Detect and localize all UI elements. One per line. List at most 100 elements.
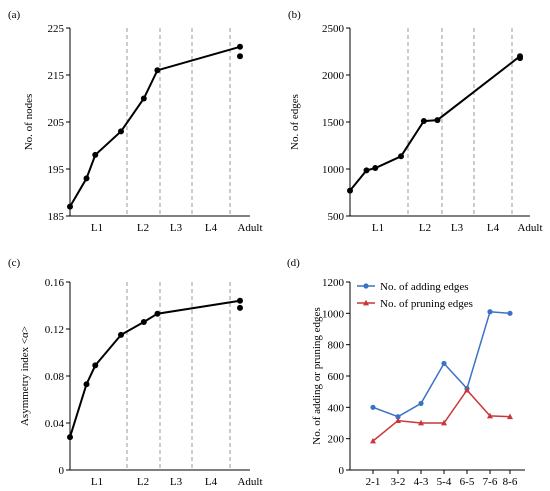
y-tick-label: 0.08	[45, 371, 65, 383]
series-2-point-7	[507, 413, 513, 420]
data-point-1	[67, 434, 73, 441]
data-point-3	[92, 362, 99, 369]
y-tick-label: 195	[48, 164, 65, 176]
y-tick-label: 200	[328, 434, 345, 446]
y-tick-label: 0.12	[45, 324, 64, 336]
y-tick-label: 205	[48, 117, 65, 129]
y-tick-label: 600	[328, 371, 345, 383]
x-tick-label-3-2: 3-2	[391, 476, 406, 488]
data-point-1	[67, 203, 73, 210]
y-tick-label: 2000	[322, 70, 345, 82]
stage-label-l4: L4	[205, 476, 218, 488]
y-tick-label: 0	[59, 465, 65, 477]
panel-tag: (a)	[8, 9, 21, 21]
y-tick-label: 500	[328, 211, 345, 223]
chart-panel-3: (c) 0 0.04 0.08 0.12 0.16 Asymmetry index <α> L…	[8, 257, 263, 488]
y-tick-label: 185	[48, 211, 65, 223]
series-2-point-4	[441, 419, 447, 426]
panel-tag: (c)	[8, 257, 21, 269]
series-2-point-3	[418, 419, 424, 426]
stage-label-l4: L4	[487, 222, 500, 234]
data-point-6	[434, 117, 441, 124]
data-point-4	[118, 331, 124, 338]
y-tick-label: 0.16	[45, 277, 65, 289]
stage-label-l2: L2	[137, 476, 149, 488]
x-tick-label-2-1: 2-1	[366, 476, 381, 488]
x-tick-label-5-4: 5-4	[437, 476, 452, 488]
y-tick-label: 215	[48, 70, 65, 82]
legend-marker	[363, 299, 369, 306]
stage-label-adult: Adult	[237, 222, 262, 234]
panel-tag: (d)	[287, 257, 300, 269]
series-line-1	[372, 311, 511, 418]
y-tick-label: 0.04	[45, 418, 65, 430]
y-tick-label: 800	[328, 340, 345, 352]
data-point-6	[154, 67, 161, 74]
data-point-2	[83, 175, 90, 182]
y-tick-label: 1000	[322, 308, 345, 320]
chart-panel-4: (d) 0 200 400 600 800 1000 1200 No. of adding or…	[287, 257, 525, 488]
data-point-8	[237, 304, 243, 311]
y-axis-title: No. of edges	[289, 94, 301, 150]
x-tick-label-7-6: 7-6	[483, 476, 498, 488]
series-1-point-3	[418, 400, 424, 407]
data-point-4	[398, 153, 404, 160]
y-axis-title: No. of adding or pruning edges	[311, 307, 323, 444]
y-tick-label: 2500	[322, 23, 345, 35]
x-tick-label-6-5: 6-5	[460, 476, 475, 488]
chart-panel-2: (b) 500 1000 1500 2000 2500 No. of edges L1 L2 L3…	[288, 9, 543, 234]
data-point-5	[420, 118, 427, 125]
stage-label-l1: L1	[372, 222, 384, 234]
chart-panel-1: (a) 185 195 205 215 225 No. of nodes L1 L2 L3 L4 Ad…	[8, 9, 263, 234]
series-1-point-4	[441, 360, 447, 367]
stage-label-l1: L1	[91, 222, 103, 234]
stage-label-l4: L4	[205, 222, 218, 234]
data-point-4	[118, 128, 124, 135]
legend-label: No. of adding edges	[380, 281, 469, 293]
data-point-2	[363, 167, 370, 174]
x-tick-label-4-3: 4-3	[414, 476, 429, 488]
series-1-point-7	[507, 310, 513, 316]
stage-label-l3: L3	[170, 476, 183, 488]
x-tick-label-8-6: 8-6	[503, 476, 518, 488]
data-point-6	[154, 310, 161, 317]
stage-label-l2: L2	[137, 222, 149, 234]
data-point-2	[83, 381, 90, 388]
data-point-7	[237, 297, 243, 304]
data-point-7	[237, 43, 243, 50]
y-tick-label: 0	[339, 465, 345, 477]
data-point-5	[140, 95, 147, 102]
data-point-1	[347, 187, 353, 194]
series-2-point-6	[487, 412, 493, 419]
series-1-point-1	[370, 404, 376, 410]
y-tick-label: 1200	[322, 277, 345, 289]
legend-marker	[363, 283, 369, 289]
series-2-point-1	[370, 437, 376, 444]
legend-entry-1: No. of adding edges	[357, 281, 469, 293]
data-point-8	[237, 53, 243, 60]
series-2-point-2	[395, 417, 401, 424]
series-line	[69, 299, 241, 438]
stage-label-l3: L3	[451, 222, 464, 234]
data-point-3	[372, 165, 379, 172]
stage-label-l2: L2	[419, 222, 431, 234]
legend-label: No. of pruning edges	[380, 298, 473, 310]
y-axis-title: No. of nodes	[23, 94, 35, 151]
data-point-3	[92, 151, 99, 158]
y-tick-label: 1500	[322, 117, 345, 129]
data-point-8	[517, 55, 523, 62]
data-point-5	[140, 318, 147, 325]
y-tick-label: 400	[328, 402, 345, 414]
legend-entry-2: No. of pruning edges	[357, 298, 473, 310]
series-2-point-5	[464, 386, 470, 393]
y-axis-title: Asymmetry index <α>	[19, 326, 31, 426]
series-1-point-6	[487, 309, 493, 315]
y-tick-label: 225	[48, 23, 65, 35]
stage-label-l1: L1	[91, 476, 103, 488]
panel-tag: (b)	[288, 9, 301, 21]
stage-label-l3: L3	[170, 222, 183, 234]
stage-label-adult: Adult	[237, 476, 262, 488]
y-tick-label: 1000	[322, 164, 345, 176]
series-1-point-2	[395, 414, 401, 420]
